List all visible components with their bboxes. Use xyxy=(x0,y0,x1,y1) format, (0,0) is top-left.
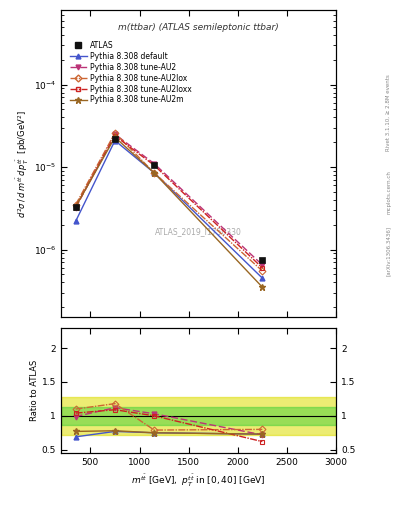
Text: ATLAS_2019_I1750330: ATLAS_2019_I1750330 xyxy=(155,227,242,236)
Text: m(ttbar) (ATLAS semileptonic ttbar): m(ttbar) (ATLAS semileptonic ttbar) xyxy=(118,23,279,32)
X-axis label: $m^{t\bar{t}}\ \mathrm{[GeV]},\ p_T^{t\bar{t}}\ \mathrm{in}\ [0,40]\ \mathrm{[Ge: $m^{t\bar{t}}\ \mathrm{[GeV]},\ p_T^{t\b… xyxy=(131,473,266,489)
Legend: ATLAS, Pythia 8.308 default, Pythia 8.308 tune-AU2, Pythia 8.308 tune-AU2lox, Py: ATLAS, Pythia 8.308 default, Pythia 8.30… xyxy=(68,38,194,107)
Y-axis label: $d^2\sigma\,/\,d\,m^{t\bar{t}}\,d\,p_T^{t\bar{t}}$  [pb/GeV$^2$]: $d^2\sigma\,/\,d\,m^{t\bar{t}}\,d\,p_T^{… xyxy=(15,110,31,218)
Bar xyxy=(61,407,336,424)
Text: Rivet 3.1.10, ≥ 2.8M events: Rivet 3.1.10, ≥ 2.8M events xyxy=(386,74,391,151)
Text: mcplots.cern.ch: mcplots.cern.ch xyxy=(386,170,391,214)
Bar xyxy=(61,397,336,435)
Y-axis label: Ratio to ATLAS: Ratio to ATLAS xyxy=(30,360,39,421)
Text: [arXiv:1306.3436]: [arXiv:1306.3436] xyxy=(386,226,391,276)
